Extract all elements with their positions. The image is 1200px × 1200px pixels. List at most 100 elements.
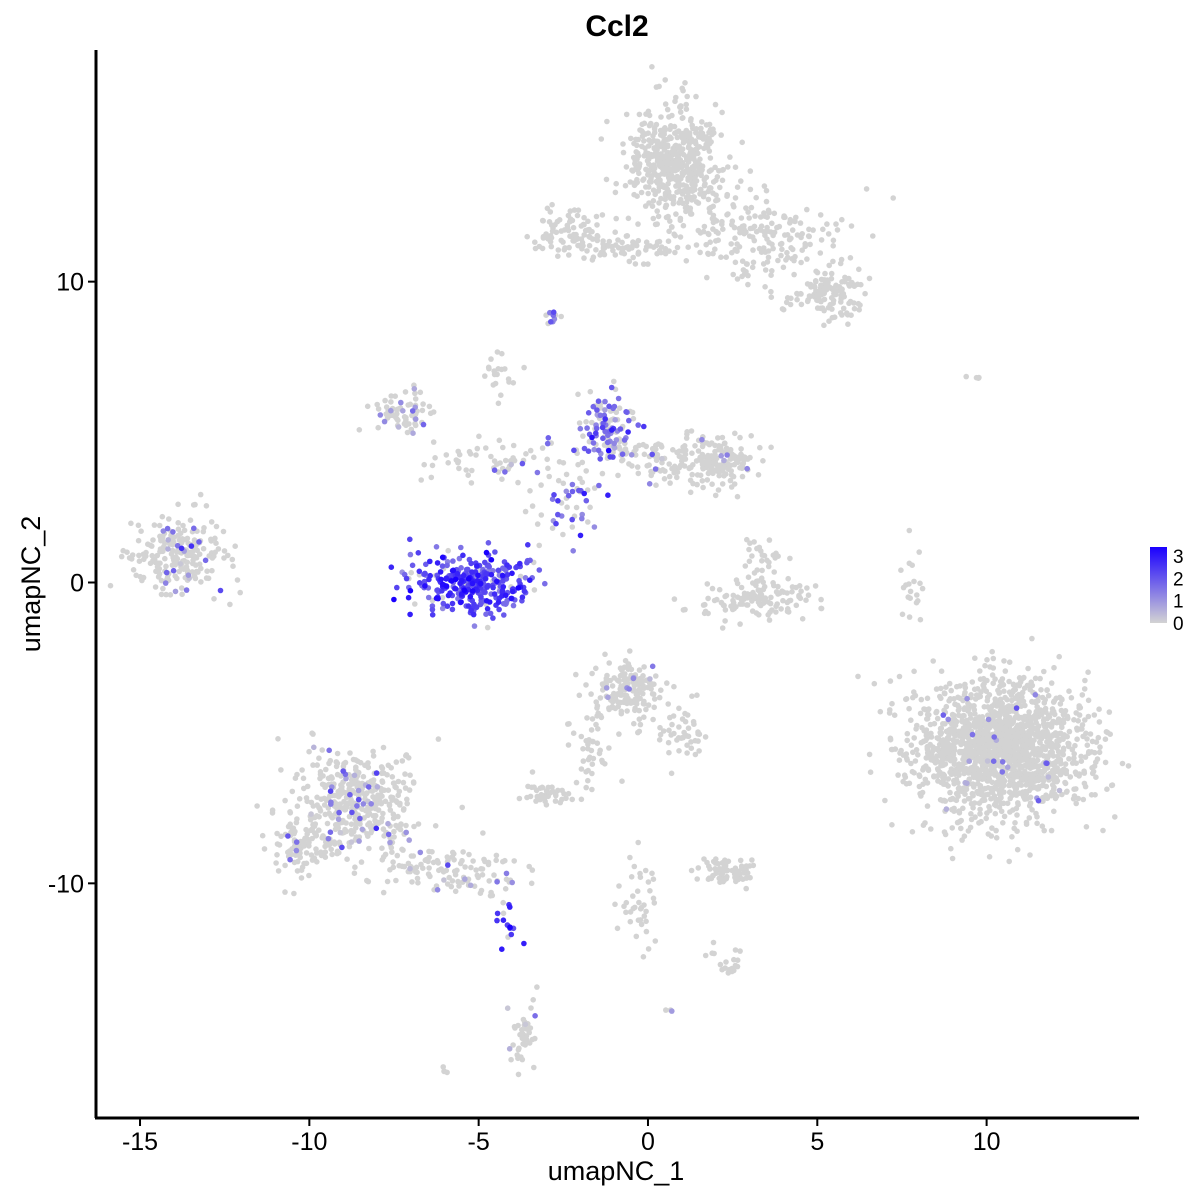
cell-point: [515, 1071, 522, 1078]
cell-point: [760, 261, 767, 267]
cell-point: [538, 792, 544, 798]
cell-point: [560, 480, 567, 487]
cell-point: [192, 553, 198, 560]
cell-point: [882, 797, 888, 804]
cell-point: [213, 540, 219, 546]
cell-point: [289, 788, 296, 795]
cell-point: [1084, 742, 1091, 748]
cell-point: [427, 410, 434, 417]
cell-point: [949, 795, 956, 802]
cell-point: [178, 539, 185, 546]
cell-point: [449, 600, 456, 607]
cell-point: [385, 787, 392, 793]
cell-point: [462, 876, 468, 882]
cell-point: [905, 594, 911, 600]
cell-point: [818, 276, 825, 283]
cell-point: [587, 754, 593, 761]
cell-point: [428, 474, 435, 481]
cell-point: [740, 876, 746, 882]
cell-point: [890, 195, 896, 201]
cell-point: [1006, 743, 1012, 749]
cell-point: [909, 829, 916, 835]
cell-point: [583, 769, 589, 775]
cell-point: [379, 778, 386, 784]
cell-point: [382, 851, 389, 858]
cell-point: [1038, 735, 1045, 742]
cell-point: [404, 429, 411, 436]
cell-point: [977, 811, 983, 817]
cell-point: [180, 522, 186, 529]
cell-point: [1023, 782, 1030, 788]
cell-point: [628, 874, 635, 880]
cell-point: [518, 1054, 524, 1060]
cell-point: [212, 535, 218, 542]
cell-point: [308, 811, 314, 817]
cell-point: [636, 111, 643, 118]
cell-point: [496, 437, 503, 444]
cell-point: [813, 278, 819, 285]
cell-point: [679, 85, 685, 92]
cell-point: [366, 820, 373, 826]
cell-point: [848, 223, 855, 229]
cell-point: [768, 229, 774, 235]
cell-point: [292, 828, 298, 835]
cell-point: [987, 807, 993, 814]
cell-point: [1062, 779, 1068, 786]
cell-point: [459, 804, 466, 811]
cell-point: [668, 770, 675, 777]
cell-point: [1052, 795, 1059, 802]
cell-point: [771, 210, 778, 217]
cell-point: [700, 466, 706, 472]
cell-point: [477, 890, 484, 896]
cell-point: [606, 745, 612, 751]
cell-point: [524, 233, 530, 240]
cell-point: [992, 698, 999, 705]
cell-point: [761, 229, 767, 235]
cell-point: [593, 247, 599, 253]
cell-point: [583, 497, 590, 504]
cell-point: [643, 247, 649, 253]
cell-point: [709, 585, 716, 592]
cell-point: [619, 239, 625, 246]
cell-point: [606, 403, 612, 410]
cell-point: [734, 957, 741, 963]
cell-point: [1066, 688, 1072, 694]
cell-point: [917, 580, 923, 587]
cell-point: [670, 447, 676, 453]
cell-point: [304, 836, 311, 842]
cell-point: [746, 546, 752, 553]
cell-point: [684, 712, 691, 718]
cell-point: [1081, 780, 1088, 787]
cell-point: [1009, 757, 1016, 764]
cell-point: [663, 1007, 669, 1013]
cell-point: [1039, 823, 1046, 829]
cell-point: [1060, 751, 1066, 758]
cell-point: [646, 200, 652, 206]
cell-point: [656, 694, 663, 701]
cell-point: [434, 887, 441, 893]
cell-point: [1007, 748, 1014, 755]
cell-point: [1034, 704, 1040, 710]
cell-point: [951, 780, 957, 787]
cell-point: [629, 463, 635, 469]
cell-point: [154, 564, 161, 570]
cell-point: [757, 444, 763, 451]
cell-point: [153, 568, 159, 575]
cell-point: [705, 595, 711, 602]
cell-point: [398, 399, 404, 406]
cell-point: [909, 562, 915, 568]
cell-point: [689, 122, 695, 129]
cell-point: [667, 126, 673, 133]
cell-point: [840, 290, 847, 297]
cell-point: [406, 787, 413, 793]
cell-point: [807, 241, 813, 248]
cell-point: [455, 448, 462, 455]
cell-point: [989, 648, 995, 655]
cell-point: [768, 272, 774, 279]
cell-point: [176, 568, 182, 575]
cell-point: [699, 478, 706, 484]
cell-point: [805, 592, 812, 598]
cell-point: [480, 830, 486, 836]
cell-point: [598, 136, 605, 142]
cell-point: [429, 849, 435, 855]
